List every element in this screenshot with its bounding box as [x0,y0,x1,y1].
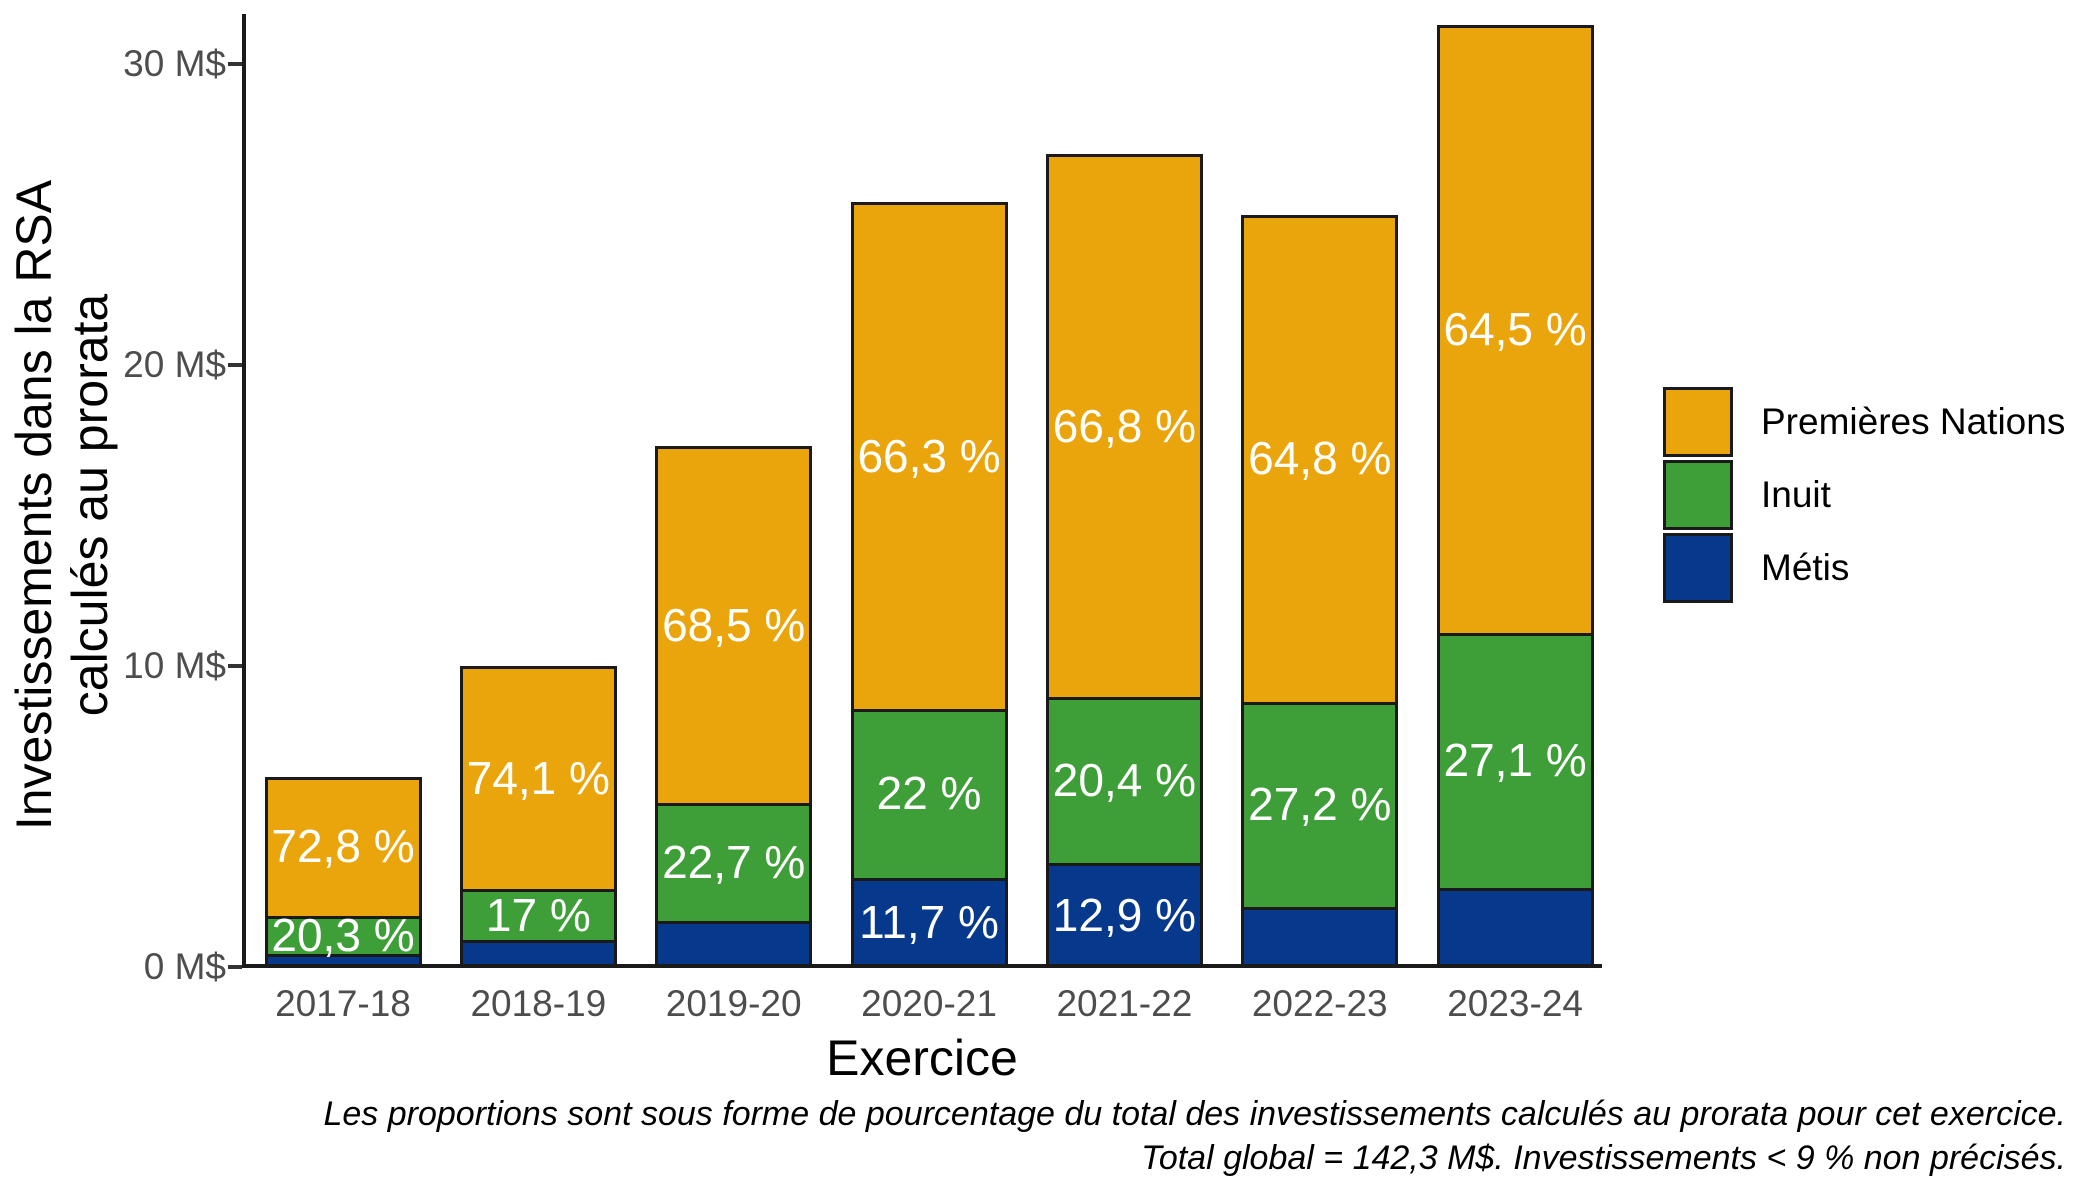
segment-percentage-label: 66,3 % [857,429,1001,482]
segment-percentage-label: 12,9 % [1052,889,1196,942]
y-tick-mark [228,664,242,668]
x-tick-label-2021-22: 2021-22 [1056,983,1193,1024]
segment-percentage-label: 64,8 % [1248,432,1392,485]
bar-segment-premi-res-nations-2021-22 [1045,154,1203,701]
y-tick-mark [228,965,242,969]
caption-line: Total global = 142,3 M$. Investissements… [1141,1139,2066,1177]
segment-percentage-label: 11,7 % [859,896,999,949]
bar-segment-premi-res-nations-2018-19 [459,666,617,893]
bar-segment-inuit-2021-22 [1045,697,1203,867]
x-tick-label-2018-19: 2018-19 [470,983,607,1024]
segment-percentage-label: 22 % [876,767,982,820]
legend-row-premi-res-nations: Premières Nations [1663,387,2065,457]
bar-segment-premi-res-nations-2020-21 [850,202,1008,713]
segment-percentage-label: 20,4 % [1052,754,1196,807]
bar-segment-m-tis-2023-24 [1436,887,1594,967]
y-axis-line [242,14,246,968]
bar-segment-inuit-2020-21 [850,709,1008,881]
y-axis-title-line2: calculés au prorata [62,293,118,717]
bar-segment-m-tis-2019-20 [655,921,813,967]
y-tick-mark [228,62,242,66]
x-tick-label-2017-18: 2017-18 [275,983,411,1024]
y-axis-title: Investissements dans la RSA calculés au … [6,175,118,835]
bar-segment-premi-res-nations-2019-20 [655,446,813,806]
segment-percentage-label: 68,5 % [662,598,806,651]
bar-segment-premi-res-nations-2023-24 [1436,24,1594,636]
x-tick-label-2020-21: 2020-21 [861,983,997,1024]
segment-percentage-label: 17 % [485,888,591,941]
legend-row-m-tis: Métis [1663,533,1849,603]
segment-percentage-label: 22,7 % [662,836,806,889]
segment-percentage-label: 64,5 % [1443,302,1587,355]
x-tick-label-2019-20: 2019-20 [665,983,802,1024]
legend-label: Inuit [1761,474,1831,515]
y-tick-label: 0 M$ [143,946,226,987]
bar-segment-m-tis-2018-19 [459,940,617,967]
bar-segment-premi-res-nations-2017-18 [264,777,422,919]
x-tick-label-2023-24: 2023-24 [1447,983,1583,1024]
caption-line: Les proportions sont sous forme de pourc… [323,1095,2066,1133]
bar-segment-m-tis-2020-21 [850,877,1008,967]
y-axis-title-line1: Investissements dans la RSA [6,179,62,831]
segment-percentage-label: 72,8 % [271,820,415,873]
x-axis-title: Exercice [826,1030,1018,1086]
legend-label: Premières Nations [1761,401,2066,442]
legend-swatch [1663,387,1733,457]
segment-percentage-label: 20,3 % [271,908,415,961]
bar-segment-m-tis-2022-23 [1241,906,1399,967]
y-tick-label: 20 M$ [123,344,226,385]
bar-segment-inuit-2023-24 [1436,632,1594,891]
y-tick-mark [228,363,242,367]
caption: Les proportions sont sous forme de pourc… [116,1092,2066,1180]
segment-percentage-label: 66,8 % [1052,399,1196,452]
segment-percentage-label: 27,2 % [1248,778,1392,831]
legend-row-inuit: Inuit [1663,460,1831,530]
legend-swatch [1663,460,1733,530]
legend-swatch [1663,533,1733,603]
legend-label: Métis [1761,547,1850,588]
segment-percentage-label: 27,1 % [1443,734,1587,787]
segment-percentage-label: 74,1 % [466,751,610,804]
y-tick-label: 10 M$ [123,645,226,686]
x-tick-label-2022-23: 2022-23 [1251,983,1388,1024]
bar-segment-premi-res-nations-2022-23 [1241,214,1399,706]
y-tick-label: 30 M$ [123,43,226,84]
bar-segment-inuit-2022-23 [1241,702,1399,910]
